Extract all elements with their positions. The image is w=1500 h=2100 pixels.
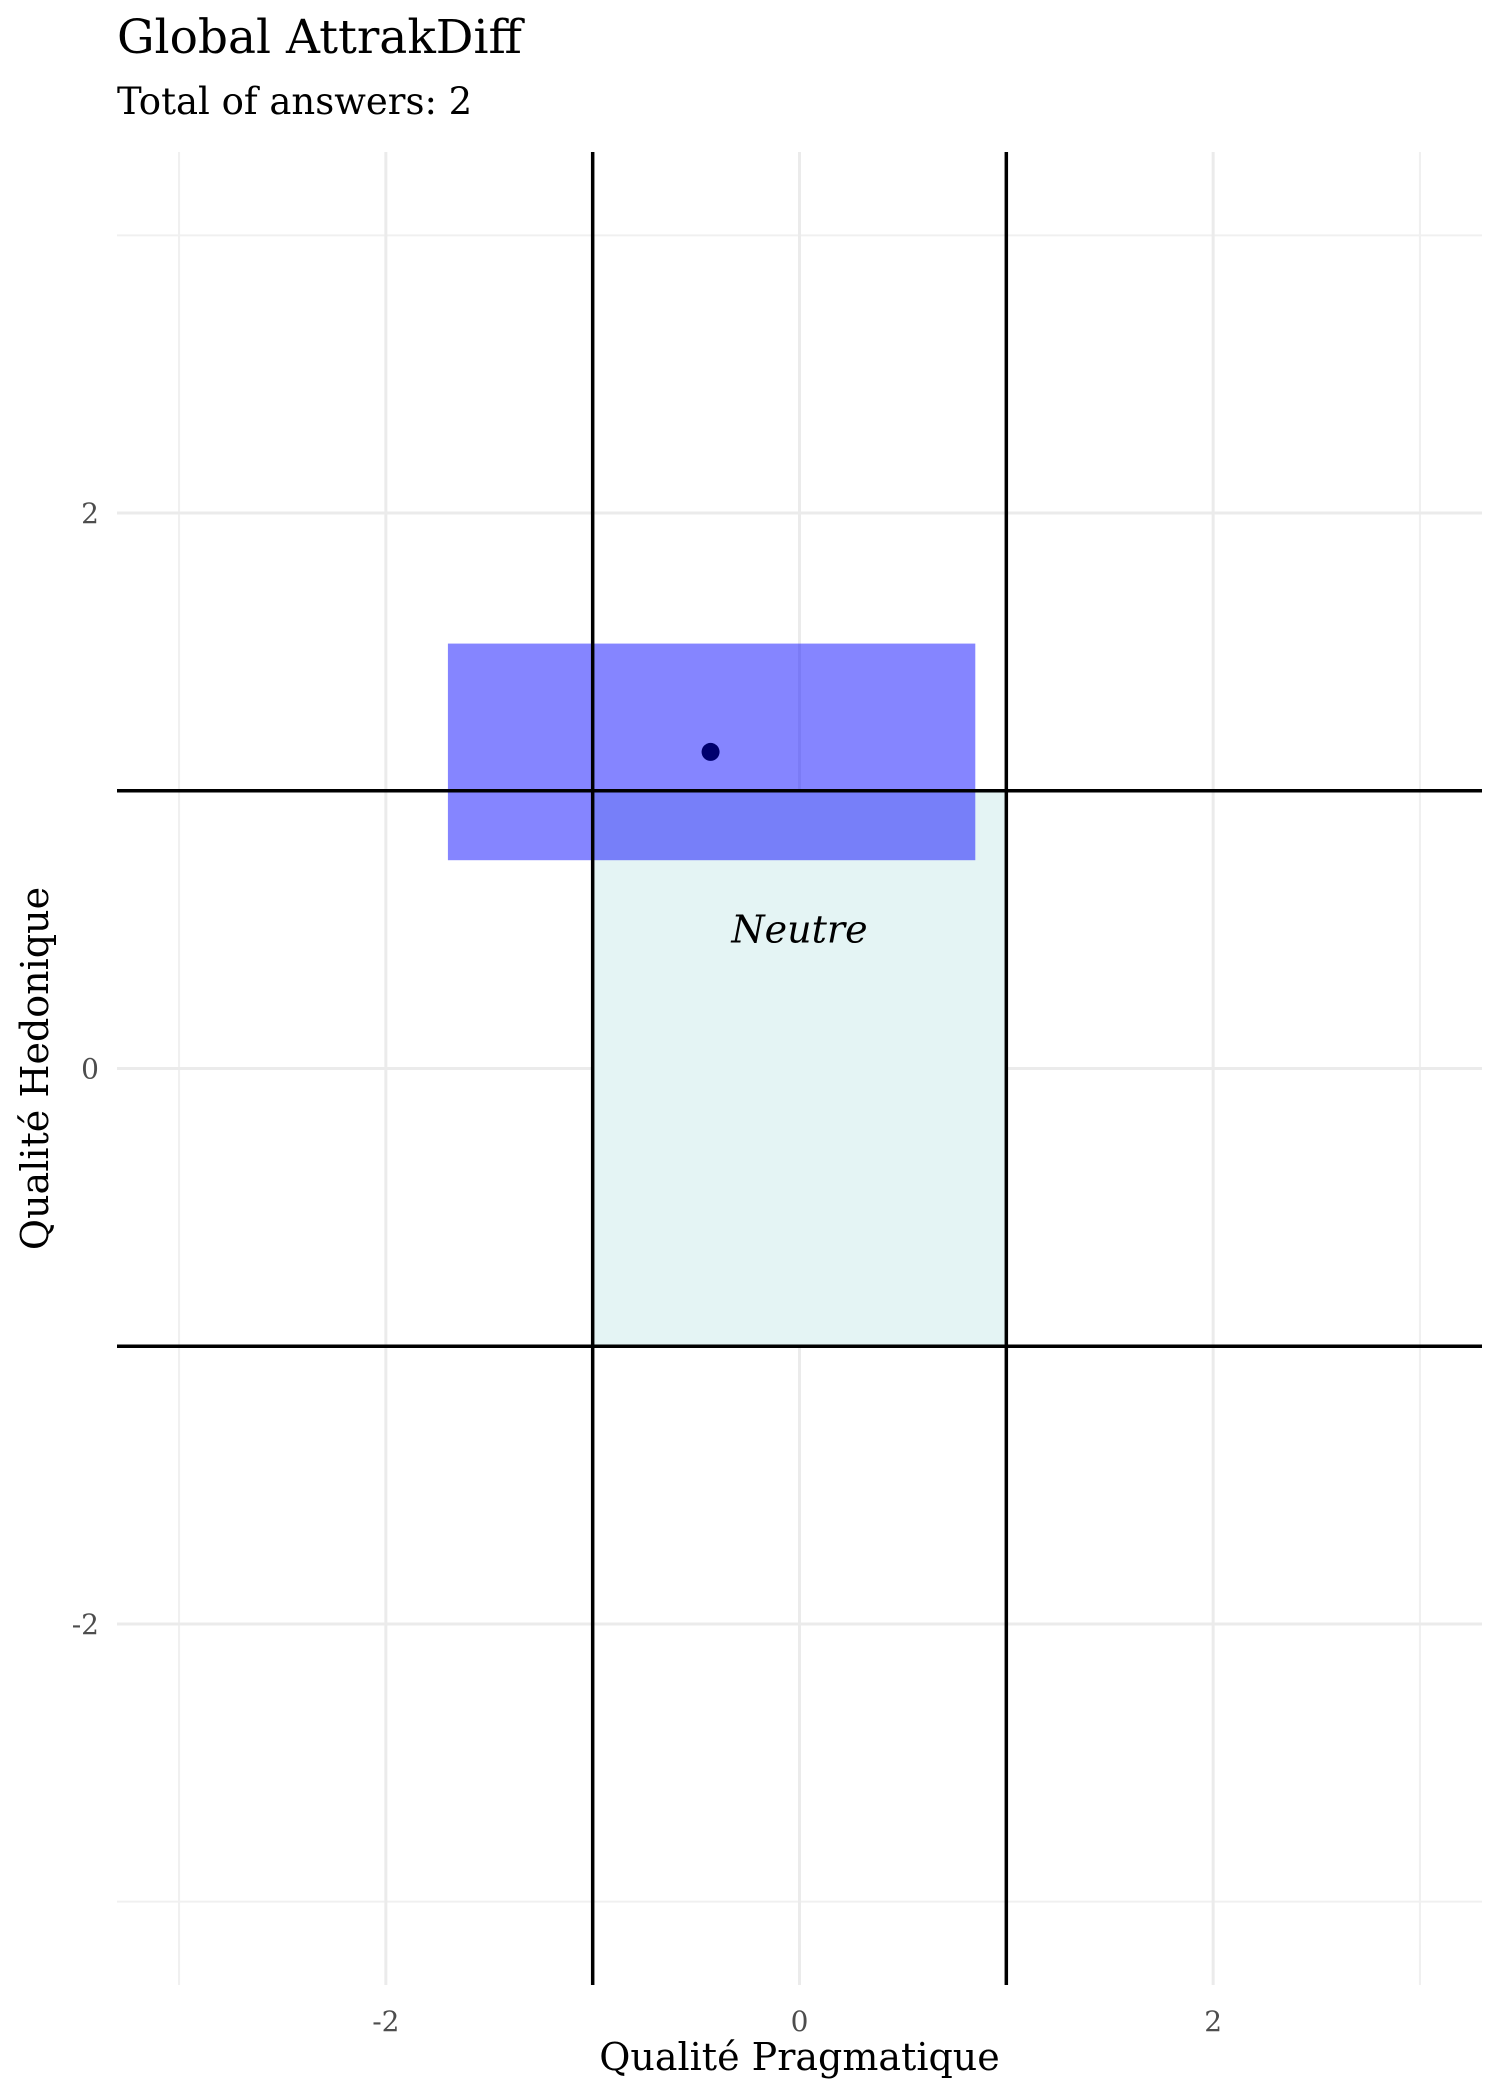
regions — [592, 790, 1007, 1347]
x-tick-label: 2 — [1204, 2005, 1222, 2038]
region-label-neutre: Neutre — [730, 908, 867, 952]
chart-title: Global AttrakDiff — [117, 10, 522, 65]
region-neutre — [592, 790, 1007, 1347]
data-points — [701, 742, 720, 761]
x-axis-title: Qualité Pragmatique — [599, 2035, 1000, 2079]
x-tick-label: 0 — [791, 2005, 809, 2038]
tick-labels: Neutre -2 0 2 -2 0 2 — [72, 497, 1222, 2038]
y-tick-label: 2 — [81, 497, 99, 530]
reference-lines — [117, 152, 1482, 1985]
x-tick-label: -2 — [372, 2005, 399, 2038]
chart-subtitle: Total of answers: 2 — [117, 80, 473, 123]
y-tick-label: -2 — [72, 1608, 99, 1641]
data-point — [701, 742, 720, 761]
y-axis-title: Qualité Hedonique — [13, 887, 57, 1250]
y-tick-label: 0 — [81, 1053, 99, 1086]
